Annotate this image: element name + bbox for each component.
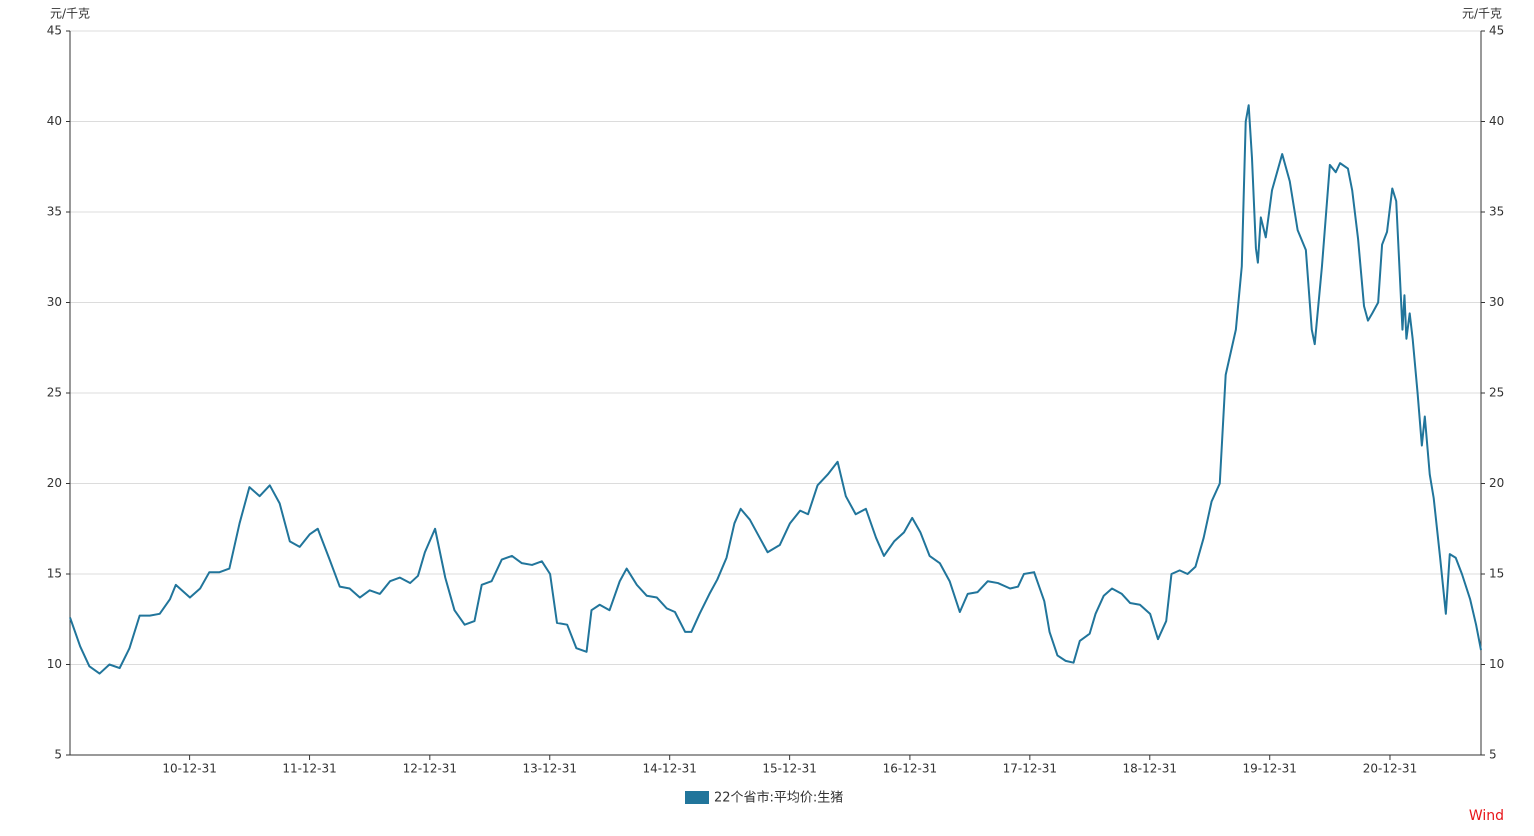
legend-swatch (685, 791, 709, 804)
y2-tick-label: 40 (1489, 114, 1504, 128)
x-tick-label: 14-12-31 (642, 762, 696, 776)
y-tick-label: 30 (47, 295, 62, 309)
x-tick-label: 20-12-31 (1363, 762, 1417, 776)
x-tick-label: 11-12-31 (282, 762, 336, 776)
y2-tick-label: 45 (1489, 24, 1504, 38)
y-tick-label: 35 (47, 205, 62, 219)
y-tick-label: 20 (47, 476, 62, 490)
line-series (69, 104, 1482, 675)
y-tick-label: 10 (47, 657, 62, 671)
x-tick-label: 15-12-31 (762, 762, 816, 776)
x-tick-label: 18-12-31 (1123, 762, 1177, 776)
x-tick-label: 10-12-31 (162, 762, 216, 776)
y2-tick-label: 15 (1489, 567, 1504, 581)
y2-tick-label: 25 (1489, 386, 1504, 400)
x-tick-label: 12-12-31 (403, 762, 457, 776)
y2-tick-label: 10 (1489, 657, 1504, 671)
y-axis-label: 元/千克 (50, 7, 90, 21)
y2-tick-label: 20 (1489, 476, 1504, 490)
x-tick-label: 19-12-31 (1242, 762, 1296, 776)
x-tick-label: 16-12-31 (883, 762, 937, 776)
y-tick-label: 5 (54, 748, 62, 762)
y-tick-label: 45 (47, 24, 62, 38)
y2-axis-label: 元/千克 (1462, 7, 1502, 21)
x-tick-label: 13-12-31 (523, 762, 577, 776)
y2-tick-label: 30 (1489, 295, 1504, 309)
x-tick-label: 17-12-31 (1003, 762, 1057, 776)
y-tick-label: 15 (47, 567, 62, 581)
source: Wind (1469, 808, 1504, 824)
y2-tick-label: 35 (1489, 205, 1504, 219)
legend-label: 22个省市:平均价:生猪 (714, 790, 843, 806)
y2-tick-label: 5 (1489, 748, 1497, 762)
y-tick-label: 40 (47, 114, 62, 128)
y-tick-label: 25 (47, 386, 62, 400)
